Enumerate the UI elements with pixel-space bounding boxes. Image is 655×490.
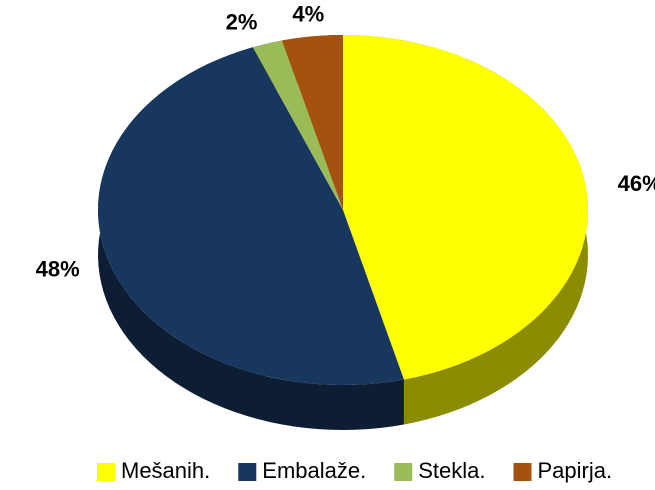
data-label: 2% [226, 9, 258, 34]
legend-label: Embalaže. [262, 458, 366, 483]
slice [252, 40, 343, 210]
legend-label: Mešanih. [121, 458, 210, 483]
legend: Mešanih. Embalaže. Stekla. Papirja. [97, 458, 612, 483]
legend-swatch [238, 463, 257, 481]
data-label: 46% [618, 171, 655, 196]
slice-side [98, 47, 404, 430]
data-label: 4% [292, 1, 324, 26]
legend-label: Papirja. [538, 458, 613, 483]
legend-swatch [394, 463, 413, 481]
slice [343, 35, 588, 380]
legend-label: Stekla. [418, 458, 485, 483]
legend-swatch [97, 463, 115, 481]
legend-swatch [513, 463, 532, 481]
slice [97, 47, 404, 385]
slice [282, 35, 343, 210]
data-label: 48% [36, 256, 80, 281]
